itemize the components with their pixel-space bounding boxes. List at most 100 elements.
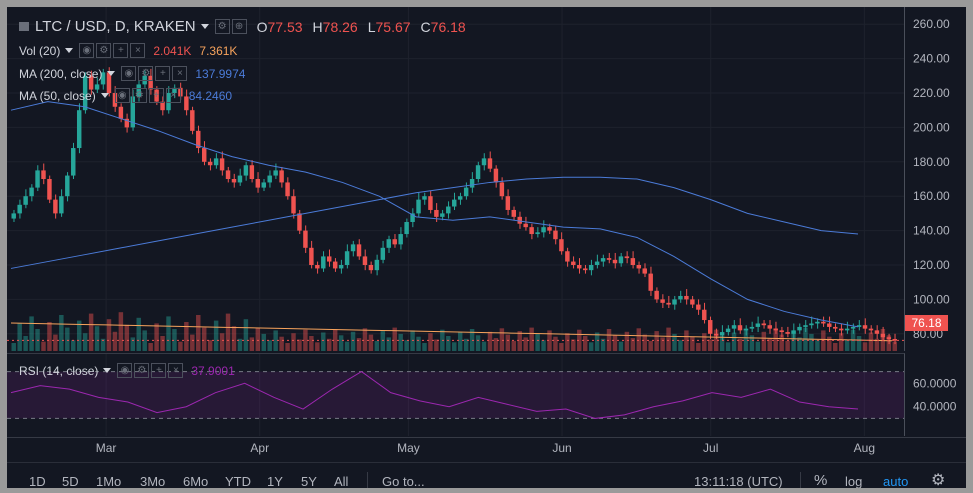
add-icon[interactable]: + [113, 43, 129, 58]
chevron-down-icon[interactable] [65, 48, 74, 53]
vol-label[interactable]: Vol (20) [19, 43, 61, 58]
volume-bar [815, 340, 820, 351]
volume-bar [190, 334, 195, 351]
add-icon[interactable]: + [151, 363, 167, 378]
ma50-line [10, 101, 859, 328]
price-axis[interactable]: 260.00 240.00 220.00 200.00 180.00 160.00 140.… [905, 7, 966, 437]
candle [636, 265, 642, 269]
ma50-label[interactable]: MA (50, close) [19, 88, 96, 103]
range-all-button[interactable]: All [334, 474, 349, 488]
time-axis[interactable]: Mar Apr May Jun Jul Aug [7, 437, 966, 458]
chevron-down-icon[interactable] [200, 24, 209, 29]
range-6mo-button[interactable]: 6Mo [183, 474, 209, 488]
close-icon[interactable]: × [168, 363, 184, 378]
price-axis-scale[interactable]: 260.00 240.00 220.00 200.00 180.00 160.00 140.… [905, 7, 966, 437]
rsi-label[interactable]: RSI (14, close) [19, 363, 99, 378]
candle [773, 328, 778, 331]
volume-bar [100, 338, 106, 351]
range-3mo-button[interactable]: 3Mo [140, 474, 166, 488]
symbol-title[interactable]: LTC / USD, D, KRAKEN [35, 18, 196, 35]
range-1mo-button[interactable]: 1Mo [96, 474, 122, 488]
rsi-pane[interactable]: RSI (14, close) ◉ ⚙ + × 37.9001 [7, 353, 905, 436]
vol-value: 2.041K [153, 43, 192, 58]
volume-bar [88, 313, 94, 351]
volume-bar [844, 339, 850, 351]
volume-bar [434, 339, 439, 351]
log-button[interactable]: log [845, 474, 863, 488]
volume-bar [428, 333, 433, 351]
price-tick-label: 200.00 [913, 120, 950, 134]
eye-icon[interactable]: ◉ [79, 43, 95, 58]
candle [850, 326, 856, 329]
close-icon[interactable]: × [130, 43, 146, 58]
volume-bar [422, 343, 427, 351]
settings-icon[interactable]: ⚙ [214, 19, 230, 34]
candle [88, 75, 94, 90]
range-ytd-button[interactable]: YTD [225, 474, 251, 488]
settings-icon[interactable]: ⚙ [131, 88, 147, 103]
candle [386, 239, 391, 248]
chevron-down-icon[interactable] [103, 368, 112, 373]
candle [273, 170, 278, 176]
price-chart[interactable] [7, 7, 904, 351]
auto-button[interactable]: auto [883, 474, 909, 488]
candle [17, 204, 22, 214]
eye-icon[interactable]: ◉ [121, 66, 137, 81]
compare-icon[interactable]: ⊕ [231, 19, 247, 34]
flag-icon[interactable] [19, 22, 29, 31]
volume-bar [797, 337, 802, 351]
price-tick-label: 140.00 [913, 224, 950, 238]
candle [565, 251, 570, 262]
chevron-down-icon[interactable] [107, 71, 116, 76]
volume-bar [184, 322, 189, 351]
candle [106, 72, 112, 93]
candle [779, 330, 784, 333]
price-pane[interactable]: LTC / USD, D, KRAKEN ⚙ ⊕ O77.53 H78.26 L… [7, 7, 905, 351]
range-1d-button[interactable]: 1D [29, 474, 46, 488]
rsi-chart[interactable] [7, 354, 904, 436]
eye-icon[interactable]: ◉ [114, 88, 130, 103]
close-icon[interactable]: × [172, 66, 188, 81]
volume-bar [213, 320, 219, 351]
volume-bar [577, 329, 582, 351]
volume-bar [618, 341, 624, 351]
settings-icon[interactable]: ⚙ [138, 66, 154, 81]
clock-display[interactable]: 13:11:18 (UTC) [694, 474, 783, 488]
close-icon[interactable]: × [165, 88, 181, 103]
volume-bar [148, 343, 153, 351]
percent-button[interactable]: % [814, 472, 828, 488]
candle [797, 326, 802, 331]
vol-ma-value: 7.361K [199, 43, 238, 58]
candle [844, 328, 850, 331]
ma200-label[interactable]: MA (200, close) [19, 66, 103, 81]
volume-bar [731, 332, 737, 351]
candle [148, 75, 153, 90]
add-icon[interactable]: + [148, 88, 164, 103]
candle [517, 216, 522, 224]
time-axis-scale[interactable]: Mar Apr May Jun Jul Aug [7, 438, 966, 458]
candle [755, 323, 761, 327]
volume-bar [535, 333, 540, 351]
candle [838, 328, 844, 331]
add-icon[interactable]: + [155, 66, 171, 81]
candle [642, 268, 647, 274]
candle [892, 338, 897, 341]
ma200-line [10, 176, 859, 269]
settings-icon[interactable]: ⚙ [134, 363, 150, 378]
goto-button[interactable]: Go to... [382, 474, 425, 488]
range-5y-button[interactable]: 5Y [301, 474, 317, 488]
chevron-down-icon[interactable] [100, 93, 109, 98]
volume-bar [457, 332, 463, 351]
symbol-legend: LTC / USD, D, KRAKEN ⚙ ⊕ O77.53 H78.26 L… [17, 18, 476, 35]
volume-bar [350, 331, 356, 351]
candle [219, 158, 225, 171]
eye-icon[interactable]: ◉ [117, 363, 133, 378]
candle [737, 325, 743, 331]
gear-icon[interactable]: ⚙ [931, 472, 946, 488]
volume-bar [600, 338, 606, 351]
candle [344, 251, 350, 265]
settings-icon[interactable]: ⚙ [96, 43, 112, 58]
time-tick-label: Jun [552, 441, 571, 455]
range-5d-button[interactable]: 5D [62, 474, 79, 488]
range-1y-button[interactable]: 1Y [267, 474, 283, 488]
